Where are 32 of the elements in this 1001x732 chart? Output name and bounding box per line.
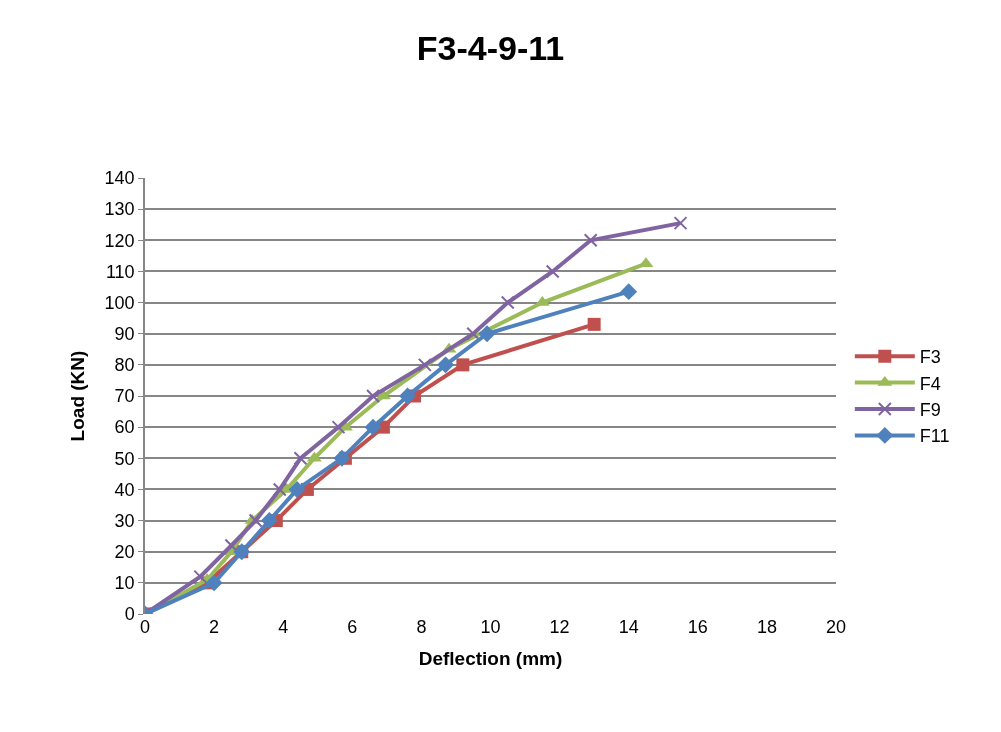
legend-label: F9: [919, 400, 941, 421]
x-tick-label: 0: [139, 617, 151, 637]
x-tick-label: 10: [480, 617, 501, 637]
y-tick-label: 120: [104, 230, 135, 251]
x-tick-label: 4: [278, 617, 289, 637]
x-tick-label: 16: [687, 617, 708, 637]
y-tick-label: 130: [104, 199, 135, 220]
y-tick-label: 100: [104, 292, 135, 313]
x-axis-title: Deflection (mm): [418, 647, 563, 669]
legend-label: F4: [919, 373, 941, 394]
x-tick-label: 18: [756, 617, 777, 637]
y-tick-label: 90: [114, 324, 135, 345]
x-tick-label: 6: [347, 617, 358, 637]
y-axis-title: Load (KN): [66, 350, 88, 442]
y-tick-label: 60: [114, 417, 135, 438]
x-tick-label: 8: [416, 617, 427, 637]
chart-title: F3-4-9-11: [416, 29, 565, 68]
x-tick-label: 20: [825, 617, 847, 637]
legend-label: F3: [919, 347, 941, 368]
y-tick-label: 140: [104, 168, 135, 189]
x-tick-label: 14: [618, 617, 639, 637]
y-tick-label: 10: [114, 573, 135, 594]
y-tick-label: 30: [114, 510, 135, 531]
y-tick-label: 50: [114, 448, 135, 469]
y-tick-label: 20: [114, 542, 135, 563]
y-tick-label: 40: [114, 479, 135, 500]
y-tick-label: 110: [105, 261, 135, 282]
x-tick-label: 12: [549, 617, 570, 637]
y-tick-label: 70: [114, 386, 135, 407]
x-tick-label: 2: [209, 617, 220, 637]
y-tick-label: 80: [114, 355, 135, 376]
legend-label: F11: [919, 426, 950, 447]
